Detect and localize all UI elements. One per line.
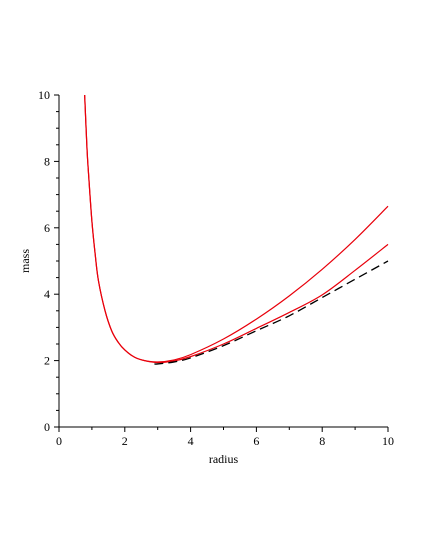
y-tick-label: 10	[38, 88, 50, 102]
x-tick-label: 6	[253, 434, 259, 448]
series-layer	[84, 94, 389, 365]
x-tick-label: 8	[319, 434, 325, 448]
y-axis-label: mass	[18, 249, 32, 273]
axes	[58, 95, 388, 428]
series-line-3	[154, 260, 389, 365]
x-tick-label: 10	[382, 434, 394, 448]
x-tick-label: 2	[122, 434, 128, 448]
ticks: 0 2 4 6 8 10 0 2 4 6 8 10	[38, 88, 394, 448]
y-tick-label: 0	[44, 420, 50, 434]
x-tick-label: 0	[56, 434, 62, 448]
x-tick-label: 4	[188, 434, 194, 448]
y-tick-label: 6	[44, 221, 50, 235]
series-line-1	[84, 94, 389, 363]
y-tick-label: 2	[44, 354, 50, 368]
y-tick-label: 4	[44, 287, 50, 301]
y-tick-label: 8	[44, 154, 50, 168]
series-line-2	[84, 94, 389, 364]
x-axis-label: radius	[209, 452, 239, 466]
